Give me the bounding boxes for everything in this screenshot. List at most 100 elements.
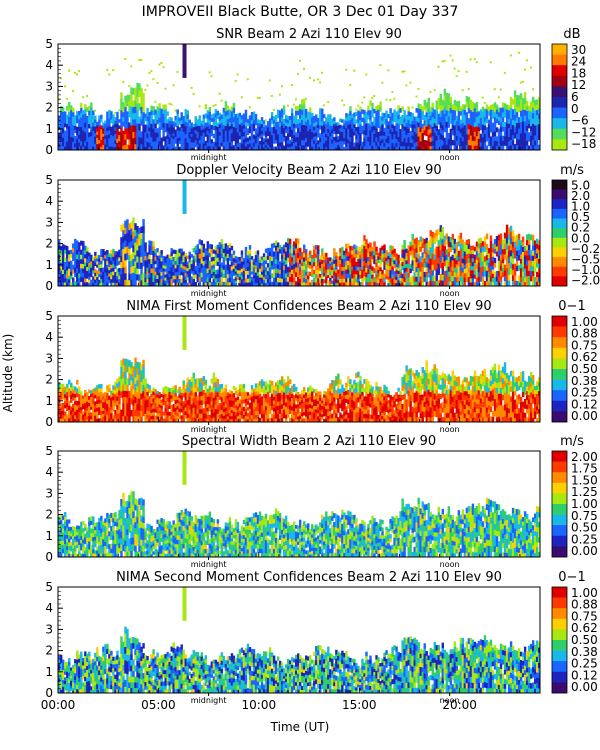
colorbar-label: 0.25 xyxy=(571,657,598,671)
panel-2: Doppler Velocity Beam 2 Azi 110 Elev 90 m… xyxy=(45,163,600,298)
colorbar-label: 0.75 xyxy=(571,609,598,623)
colorbar: 1.000.880.750.620.500.380.250.120.00 xyxy=(551,586,598,694)
heatmap-field xyxy=(58,44,541,151)
colorbar-swatch xyxy=(552,107,567,119)
colorbar-swatch xyxy=(552,461,567,473)
time-marker-label: midnight xyxy=(191,425,227,434)
y-tick-label: 4 xyxy=(45,330,53,344)
colorbar-label: −12 xyxy=(571,125,596,139)
colorbar-label: −0.5 xyxy=(571,253,600,267)
colorbar-swatch xyxy=(552,75,567,87)
colorbar-swatch xyxy=(552,266,567,277)
colorbar-label: 0.50 xyxy=(571,521,598,535)
colorbar-swatch xyxy=(552,118,567,130)
colorbar-label: 0.25 xyxy=(571,532,598,546)
colorbar-swatch xyxy=(552,65,567,77)
colorbar-swatch xyxy=(552,316,567,327)
colorbar-swatch xyxy=(552,247,567,258)
colorbar-label: −2.0 xyxy=(571,274,600,288)
time-marker-label: noon xyxy=(440,425,460,434)
y-tick-label: 3 xyxy=(45,215,53,229)
colorbar-swatch xyxy=(552,369,567,380)
y-tick-label: 1 xyxy=(45,122,53,136)
colorbar: 5.02.01.00.50.20.0−0.2−0.5−1.0−2.0 xyxy=(551,178,600,288)
colorbar-swatch xyxy=(552,257,567,268)
colorbar-swatch xyxy=(552,347,567,359)
colorbar-swatch xyxy=(552,546,567,558)
heatmap-field xyxy=(58,180,541,287)
y-tick-label: 4 xyxy=(45,194,53,208)
colorbar-label: 1.75 xyxy=(571,462,598,476)
panel-title: NIMA First Moment Confidences Beam 2 Azi… xyxy=(126,299,491,314)
colorbar-swatch xyxy=(552,482,567,494)
colorbar-swatch xyxy=(552,44,567,55)
colorbar-swatch xyxy=(552,661,567,673)
y-tick-label: 3 xyxy=(45,622,53,636)
colorbar-swatch xyxy=(552,208,567,219)
colorbar-label: 0.12 xyxy=(571,668,598,682)
panel-title: NIMA Second Moment Confidences Beam 2 Az… xyxy=(116,570,502,585)
colorbar-label: 0.25 xyxy=(571,386,598,400)
time-marker-label: noon xyxy=(440,560,460,569)
time-marker-label: noon xyxy=(440,153,460,162)
colorbar-swatch xyxy=(552,86,567,98)
y-tick-label: 0 xyxy=(45,143,53,157)
x-tick-label: 05:00 xyxy=(141,698,176,712)
colorbar-label: 30 xyxy=(571,43,586,57)
y-tick-label: 4 xyxy=(45,601,53,615)
colorbar-swatch xyxy=(552,618,567,630)
y-tick-label: 2 xyxy=(45,237,53,251)
colorbar-label: 18 xyxy=(571,66,586,80)
y-tick-label: 0 xyxy=(45,686,53,700)
y-tick-label: 3 xyxy=(45,351,53,365)
time-marker-label: noon xyxy=(440,289,460,298)
time-marker-label: midnight xyxy=(191,696,227,705)
colorbar-swatch xyxy=(552,199,567,210)
x-axis-label: Time (UT) xyxy=(270,720,330,734)
colorbar-label: 24 xyxy=(571,55,586,69)
colorbar-label: 0.50 xyxy=(571,362,598,376)
heatmap-field xyxy=(58,316,541,423)
colorbar-swatch xyxy=(552,276,567,287)
y-tick-label: 1 xyxy=(45,665,53,679)
colorbar-swatch xyxy=(552,629,567,641)
y-tick-label: 1 xyxy=(45,529,53,543)
colorbar-label: 1.00 xyxy=(571,315,598,329)
colorbar-swatch xyxy=(552,411,567,423)
colorbar-label: 0.88 xyxy=(571,327,598,341)
colorbar-label: 0.75 xyxy=(571,338,598,352)
y-tick-label: 2 xyxy=(45,644,53,658)
y-tick-label: 5 xyxy=(45,37,53,51)
colorbar-label: 1.00 xyxy=(571,586,598,600)
colorbar-swatch xyxy=(552,525,567,537)
colorbar-label: 0.2 xyxy=(571,221,590,235)
y-tick-label: 4 xyxy=(45,58,53,72)
colorbar-swatch xyxy=(552,640,567,651)
colorbar-label: 2.00 xyxy=(571,450,598,464)
colorbar-unit-label: m/s xyxy=(560,434,584,449)
colorbar-label: 0.00 xyxy=(571,680,598,694)
colorbar: 1.000.880.750.620.500.380.250.120.00 xyxy=(551,315,598,423)
colorbar-swatch xyxy=(552,237,567,248)
colorbar-swatch xyxy=(552,97,567,108)
time-marker-label: midnight xyxy=(191,560,227,569)
colorbar-label: 0.12 xyxy=(571,397,598,411)
colorbar-label: 1.25 xyxy=(571,485,598,499)
y-tick-label: 5 xyxy=(45,444,53,458)
colorbar-swatch xyxy=(552,535,567,547)
colorbar-swatch xyxy=(552,608,567,620)
colorbar-swatch xyxy=(552,493,567,505)
colorbar-label: −6 xyxy=(571,114,589,128)
colorbar-swatch xyxy=(552,189,567,200)
colorbar-label: 5.0 xyxy=(571,178,590,192)
y-tick-label: 0 xyxy=(45,415,53,429)
colorbar-swatch xyxy=(552,514,567,526)
colorbar-swatch xyxy=(552,597,567,609)
colorbar-unit-label: 0−1 xyxy=(558,299,585,314)
panel-5: NIMA Second Moment Confidences Beam 2 Az… xyxy=(45,570,597,705)
colorbar-swatch xyxy=(552,54,567,66)
panel-title: Spectral Width Beam 2 Azi 110 Elev 90 xyxy=(182,434,436,449)
colorbar-swatch xyxy=(552,400,567,412)
x-tick-label: 10:00 xyxy=(242,698,277,712)
